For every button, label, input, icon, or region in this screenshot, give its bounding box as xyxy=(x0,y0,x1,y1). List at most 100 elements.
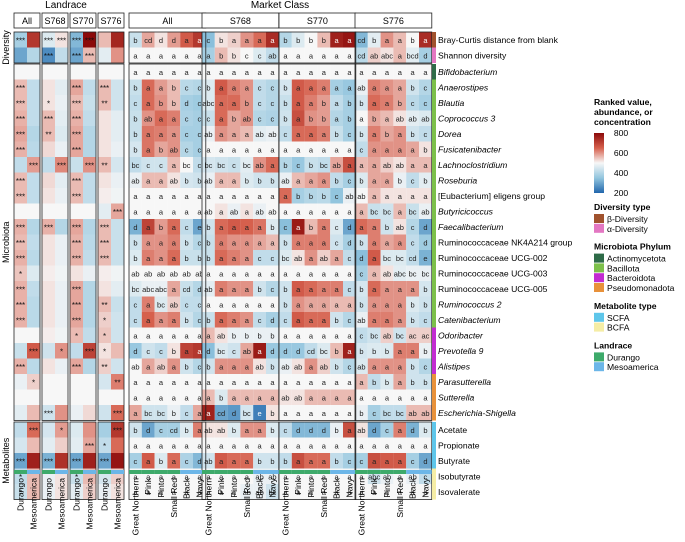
group-letter: a xyxy=(335,409,340,418)
land-cell xyxy=(70,453,83,469)
landrace-panel-label: S776 xyxy=(100,16,121,26)
group-letter: c xyxy=(232,347,236,356)
significance-mark: *** xyxy=(16,301,25,310)
row-group-label: Diversity xyxy=(1,30,11,65)
significance-mark: *** xyxy=(85,52,94,61)
market-cell xyxy=(406,422,419,438)
market-cell xyxy=(253,389,266,405)
legend-label: α-Diversity xyxy=(607,224,648,234)
group-letter: bc xyxy=(204,161,212,170)
group-letter: a xyxy=(398,362,403,371)
column-label: Black xyxy=(408,477,418,499)
group-letter: b xyxy=(359,176,363,185)
market-cell xyxy=(419,234,432,250)
market-cell xyxy=(304,234,318,250)
group-letter: a xyxy=(270,36,275,45)
market-cell xyxy=(202,296,215,312)
group-letter: d xyxy=(206,347,210,356)
market-cell xyxy=(167,389,181,405)
market-cell xyxy=(393,374,407,390)
group-letter: ab xyxy=(255,130,263,139)
land-cell xyxy=(55,312,68,328)
market-cell xyxy=(240,172,254,188)
group-letter: ab xyxy=(294,254,302,263)
market-cell xyxy=(279,126,292,142)
market-panel-label: S770 xyxy=(307,16,328,26)
market-cell xyxy=(304,389,318,405)
group-letter: a xyxy=(219,83,224,92)
group-letter: a xyxy=(283,488,288,497)
group-letter: c xyxy=(335,238,339,247)
group-letter: a xyxy=(185,393,190,402)
group-letter: ab xyxy=(370,51,378,60)
market-cell xyxy=(330,141,343,157)
group-letter: a xyxy=(185,378,190,387)
land-cell xyxy=(42,422,55,438)
group-letter: a xyxy=(219,130,224,139)
market-cell xyxy=(304,405,318,421)
group-letter: a xyxy=(423,488,428,497)
market-cell xyxy=(141,250,155,266)
group-letter: bc xyxy=(396,331,404,340)
market-cell xyxy=(154,312,168,328)
land-cell xyxy=(14,110,27,126)
land-cell xyxy=(55,484,68,500)
significance-mark: *** xyxy=(57,36,66,45)
market-cell xyxy=(154,296,168,312)
market-cell xyxy=(367,157,381,173)
market-cell xyxy=(253,110,266,126)
group-letter: a xyxy=(232,238,237,247)
land-cell xyxy=(70,374,83,390)
market-cell xyxy=(240,203,254,219)
group-letter: b xyxy=(206,362,210,371)
group-letter: b xyxy=(335,316,339,325)
market-cell xyxy=(304,358,318,374)
market-cell xyxy=(380,79,394,95)
market-cell xyxy=(367,188,381,204)
group-letter: ab xyxy=(421,409,429,418)
market-cell xyxy=(406,437,419,453)
annotation-strip xyxy=(432,188,436,204)
group-letter: bc xyxy=(268,488,276,497)
group-letter: a xyxy=(270,68,275,77)
group-letter: d xyxy=(423,51,427,60)
group-letter: b xyxy=(270,409,274,418)
group-letter: a xyxy=(347,331,352,340)
market-cell xyxy=(317,234,331,250)
significance-mark: *** xyxy=(16,223,25,232)
market-cell xyxy=(266,64,279,80)
land-cell xyxy=(98,484,111,500)
market-cell xyxy=(419,358,432,374)
land-cell xyxy=(27,422,40,438)
land-cell xyxy=(42,453,55,469)
group-letter: a xyxy=(423,161,428,170)
group-letter: a xyxy=(283,145,288,154)
group-letter: c xyxy=(360,331,364,340)
group-letter: a xyxy=(347,269,352,278)
group-letter: a xyxy=(385,457,390,466)
market-cell xyxy=(240,437,254,453)
market-cell xyxy=(367,453,381,469)
group-letter: a xyxy=(197,192,202,201)
market-cell xyxy=(129,374,142,390)
group-letter: b xyxy=(206,83,210,92)
row-label: Shannon diversity xyxy=(438,51,507,61)
column-label: Pinto xyxy=(229,478,239,498)
group-letter: ab xyxy=(320,254,328,263)
market-cell xyxy=(304,126,318,142)
market-cell xyxy=(141,157,155,173)
significance-mark: *** xyxy=(113,426,122,435)
market-cell xyxy=(214,172,228,188)
market-cell xyxy=(279,32,292,48)
group-letter: a xyxy=(283,207,288,216)
market-cell xyxy=(343,234,356,250)
market-cell xyxy=(393,219,407,235)
market-cell xyxy=(330,453,343,469)
market-cell xyxy=(227,64,241,80)
group-letter: ab xyxy=(131,362,139,371)
group-letter: a xyxy=(232,176,237,185)
group-letter: ab xyxy=(255,161,263,170)
legend-title: Landrace xyxy=(594,340,632,350)
market-cell xyxy=(419,453,432,469)
land-cell xyxy=(98,110,111,126)
